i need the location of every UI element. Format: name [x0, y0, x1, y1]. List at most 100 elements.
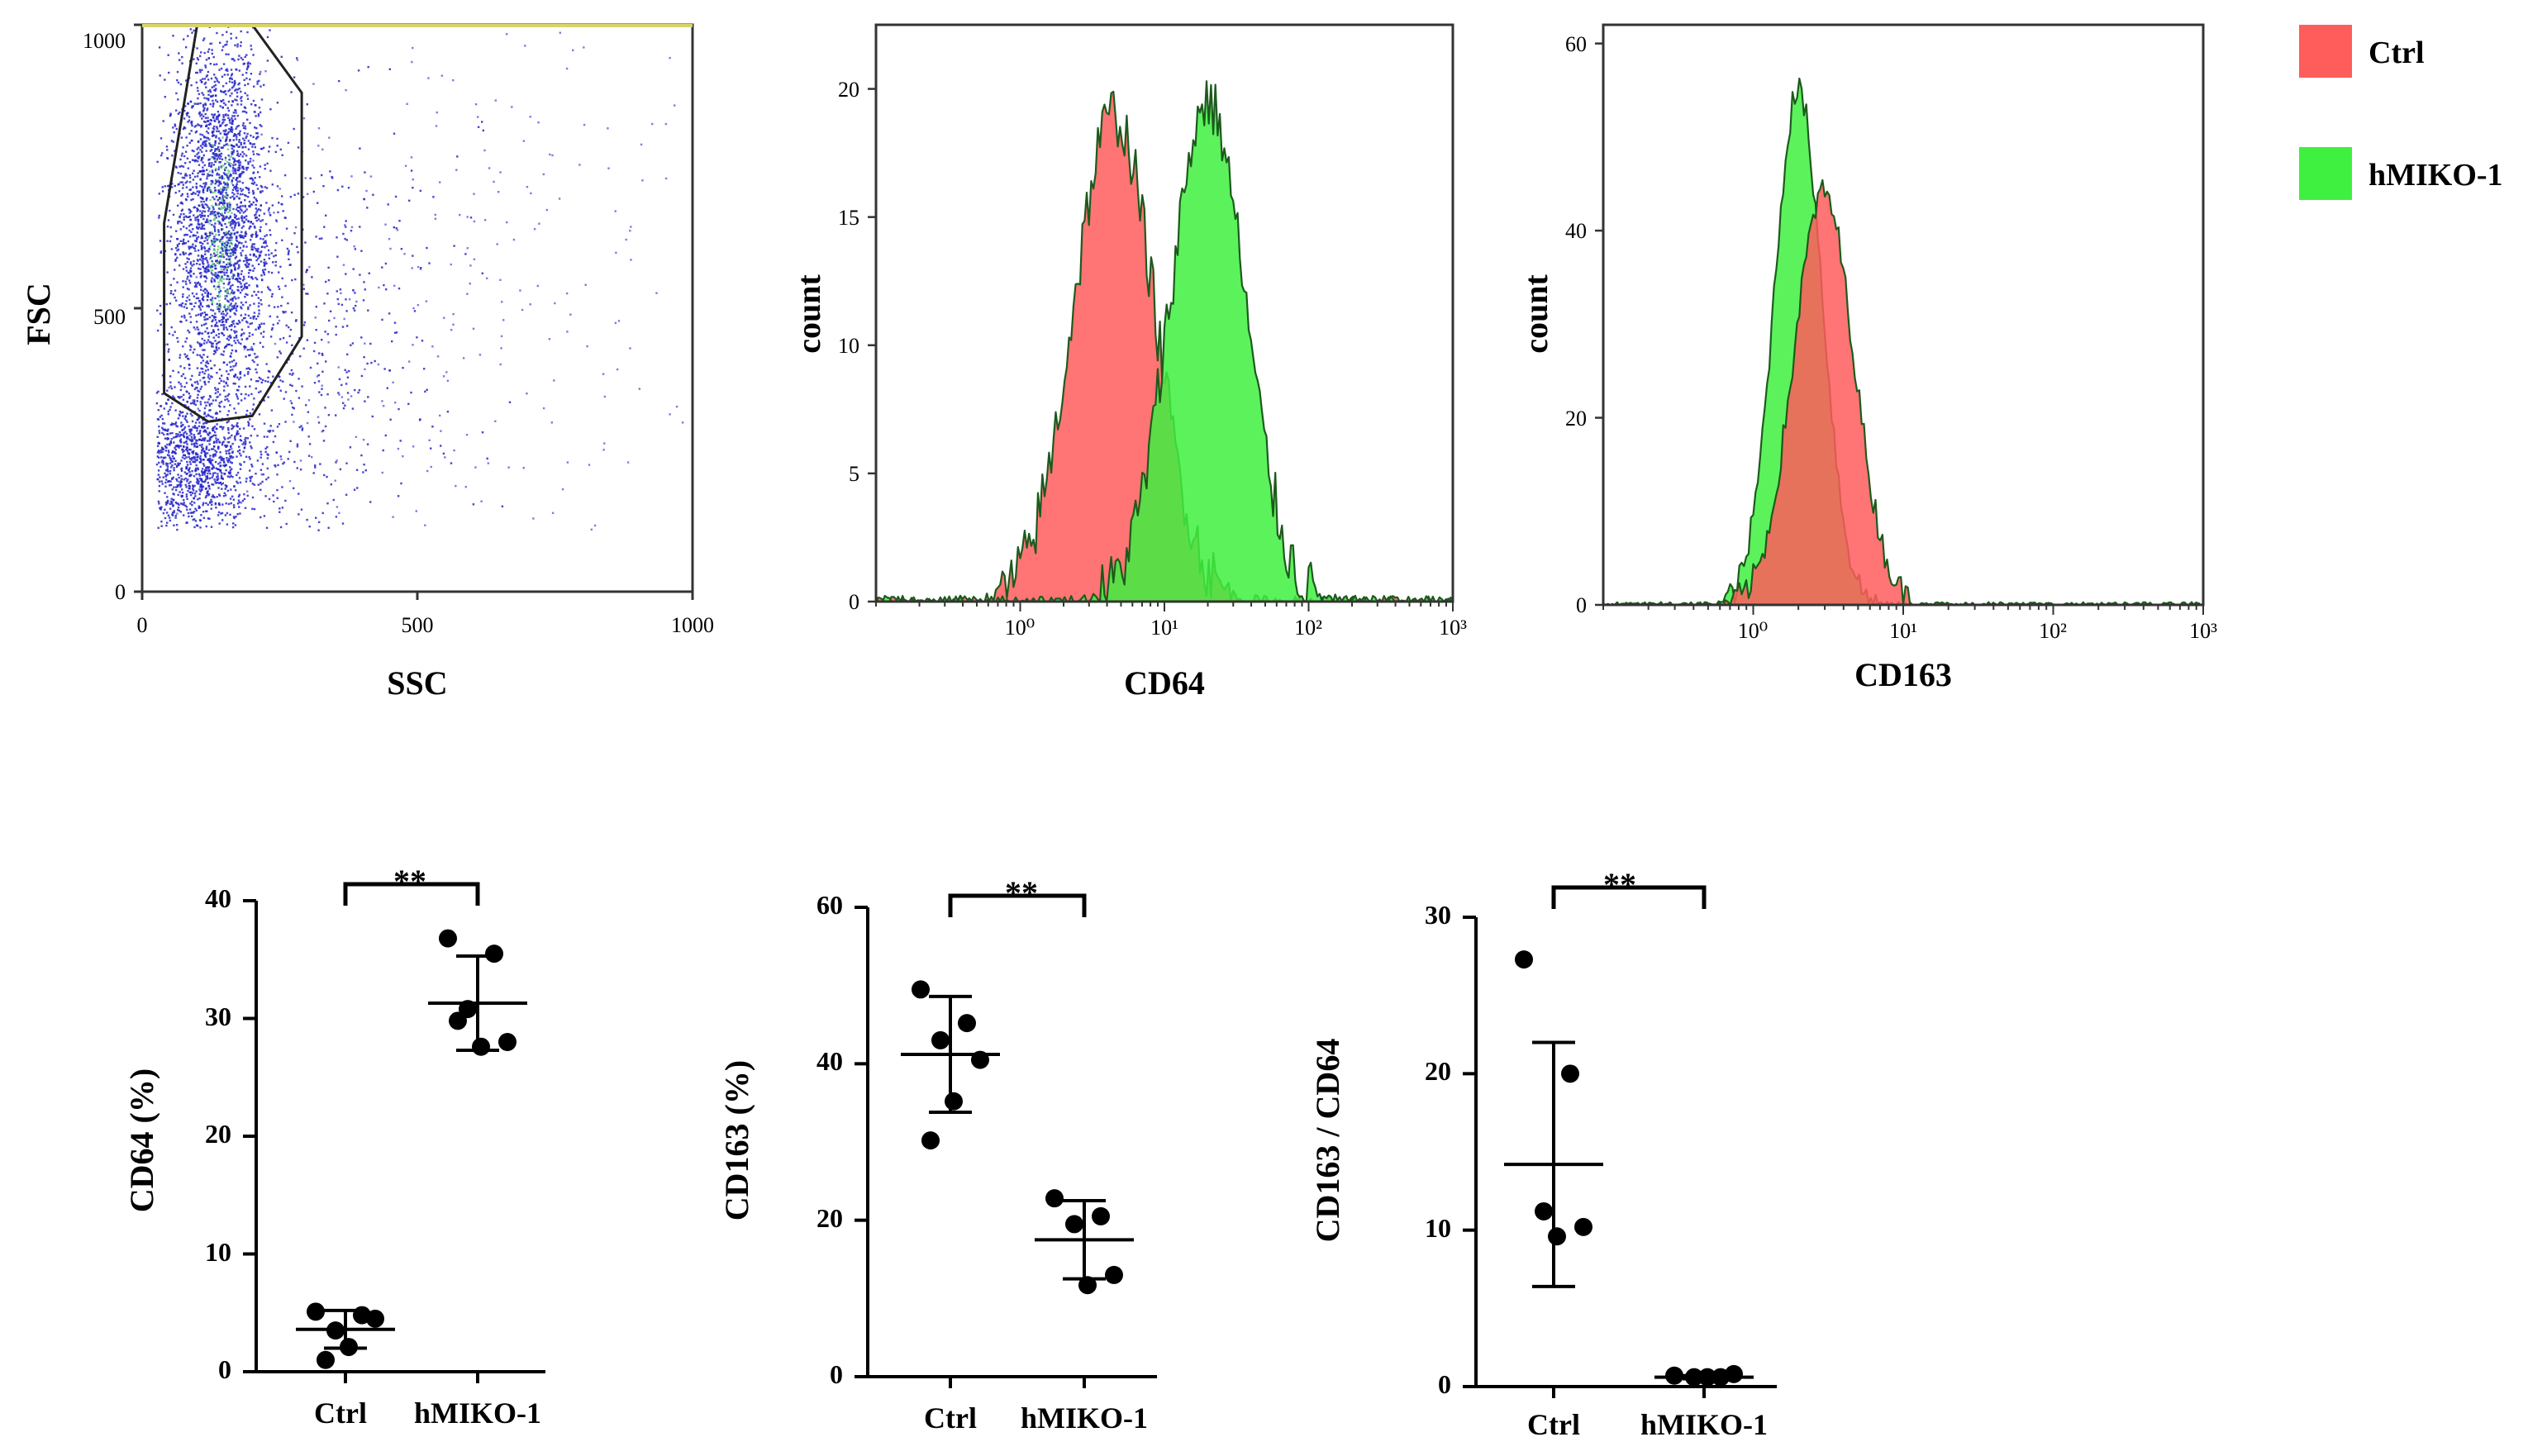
scatter-point: [205, 136, 207, 139]
scatter-point: [165, 464, 168, 467]
scatter-point: [239, 175, 241, 178]
scatter-point: [243, 332, 245, 335]
scatter-point: [431, 345, 434, 348]
scatter-point: [162, 460, 164, 463]
scatter-point: [223, 492, 226, 494]
scatter-point: [340, 383, 343, 387]
scatter-point: [240, 273, 243, 275]
scatter-point: [165, 402, 168, 405]
scatter-point: [188, 491, 191, 494]
scatter-point: [175, 247, 178, 250]
scatter-point: [219, 406, 221, 408]
scatter-point: [242, 145, 245, 149]
scatter-point: [207, 236, 211, 239]
scatter-point: [174, 446, 176, 450]
scatter-point: [169, 484, 171, 487]
scatter-point: [221, 136, 224, 139]
scatter-point: [202, 377, 204, 379]
scatter-point: [203, 164, 206, 167]
scatter-point: [288, 264, 291, 266]
scatter-point: [263, 212, 265, 215]
scatter-point: [392, 381, 394, 383]
scatter-point: [193, 526, 196, 529]
scatter-point: [183, 454, 187, 457]
scatter-point: [227, 144, 230, 146]
scatter-point: [189, 176, 192, 179]
scatter-point: [452, 323, 455, 326]
scatter-point: [227, 420, 230, 423]
scatter-point: [201, 486, 203, 489]
scatter-point: [252, 99, 255, 102]
scatter-point: [167, 398, 169, 402]
scatter-point: [486, 457, 488, 460]
scatter-point: [213, 187, 217, 189]
scatter-point: [254, 177, 256, 179]
scatter-point: [201, 224, 204, 227]
scatter-point: [204, 221, 207, 223]
scatter-point: [198, 306, 201, 309]
scatter-point: [501, 505, 504, 507]
scatter-point: [245, 436, 247, 440]
scatter-point: [261, 245, 264, 248]
scatter-point: [231, 232, 233, 235]
scatter-point: [335, 326, 337, 328]
scatter-point: [331, 177, 334, 179]
scatter-point: [217, 473, 219, 475]
scatter-point: [187, 35, 189, 37]
scatter-point: [200, 245, 202, 247]
scatter-point: [209, 63, 212, 65]
scatter-point: [253, 143, 255, 145]
scatter-point: [222, 380, 225, 383]
scatter-point: [231, 308, 234, 311]
scatter-point: [411, 267, 413, 269]
scatter-point: [203, 288, 207, 291]
scatter-point: [235, 350, 237, 352]
y-tick-label: 0: [830, 1359, 843, 1389]
scatter-point: [262, 269, 264, 272]
scatter-point: [183, 435, 186, 439]
scatter-point: [185, 112, 188, 115]
scatter-point: [250, 464, 253, 466]
scatter-point: [215, 345, 217, 348]
scatter-point: [185, 468, 188, 470]
scatter-point: [235, 184, 238, 187]
scatter-point: [293, 487, 295, 489]
scatter-point: [228, 281, 231, 283]
data-point: [366, 1309, 384, 1328]
scatter-point: [253, 267, 255, 269]
scatter-point: [192, 172, 194, 175]
scatter-point: [234, 439, 236, 441]
scatter-point: [162, 422, 164, 425]
scatter-point: [264, 240, 266, 243]
scatter-point: [225, 166, 227, 169]
scatter-point: [232, 229, 235, 231]
scatter-point: [209, 473, 212, 475]
scatter-point: [177, 172, 179, 174]
scatter-point: [213, 315, 216, 318]
scatter-point: [190, 473, 193, 476]
scatter-point: [288, 251, 290, 254]
scatter-point: [630, 259, 632, 261]
scatter-point: [307, 411, 310, 413]
scatter-point: [247, 306, 250, 309]
scatter-point: [238, 139, 240, 141]
scatter-point: [236, 43, 239, 45]
scatter-point: [160, 461, 164, 464]
scatter-point: [202, 191, 205, 193]
scatter-point: [180, 303, 183, 306]
scatter-point: [240, 41, 242, 44]
scatter-point: [276, 473, 279, 476]
scatter-point: [229, 404, 231, 407]
scatter-point: [247, 188, 250, 190]
scatter-point: [232, 382, 235, 385]
scatter-point: [263, 399, 265, 402]
scatter-point: [181, 456, 184, 459]
scatter-point: [158, 431, 161, 435]
scatter-point: [162, 428, 164, 431]
scatter-point: [231, 297, 234, 300]
scatter-point: [169, 480, 172, 483]
scatter-point: [240, 306, 242, 308]
scatter-point: [242, 221, 245, 224]
scatter-point: [227, 502, 231, 506]
